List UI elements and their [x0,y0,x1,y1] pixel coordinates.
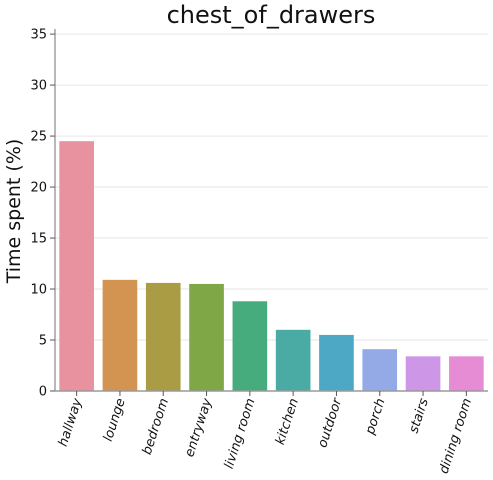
x-tick-label: living room [222,397,259,471]
bar [275,329,311,391]
bar [449,356,484,391]
x-tick-label: outdoor [315,395,345,450]
bar [189,283,224,391]
x-tick-label: bedroom [140,397,172,457]
y-axis-label: Time spent (%) [3,139,25,285]
x-tick-label: kitchen [273,397,302,447]
y-tick-label: 25 [30,130,47,145]
y-tick-label: 5 [39,334,47,349]
y-tick-label: 15 [30,232,47,247]
y-tick-label: 30 [30,79,47,94]
bar [102,279,138,391]
bar [145,282,181,391]
x-tick-label: dining room [437,397,475,476]
x-tick-label: lounge [101,397,129,444]
bar [232,301,268,391]
x-tick-label: stairs [407,396,432,435]
x-axis-ticks: hallway lounge bedroom entryway living room k… [56,391,475,476]
y-tick-label: 0 [39,385,47,400]
x-tick-label: porch [363,397,389,438]
x-tick-label: hallway [56,396,86,448]
bar [59,141,94,391]
bar [362,349,398,391]
y-axis-ticks: 0 5 10 15 20 25 30 35 [30,28,55,400]
y-tick-label: 20 [30,181,47,196]
bars [59,141,484,391]
y-tick-label: 35 [30,28,47,43]
bar [319,334,354,391]
bar [405,356,441,391]
x-tick-label: entryway [182,396,215,459]
chart-title: chest_of_drawers [167,1,376,29]
y-tick-label: 10 [30,283,47,298]
axes [54,29,488,392]
